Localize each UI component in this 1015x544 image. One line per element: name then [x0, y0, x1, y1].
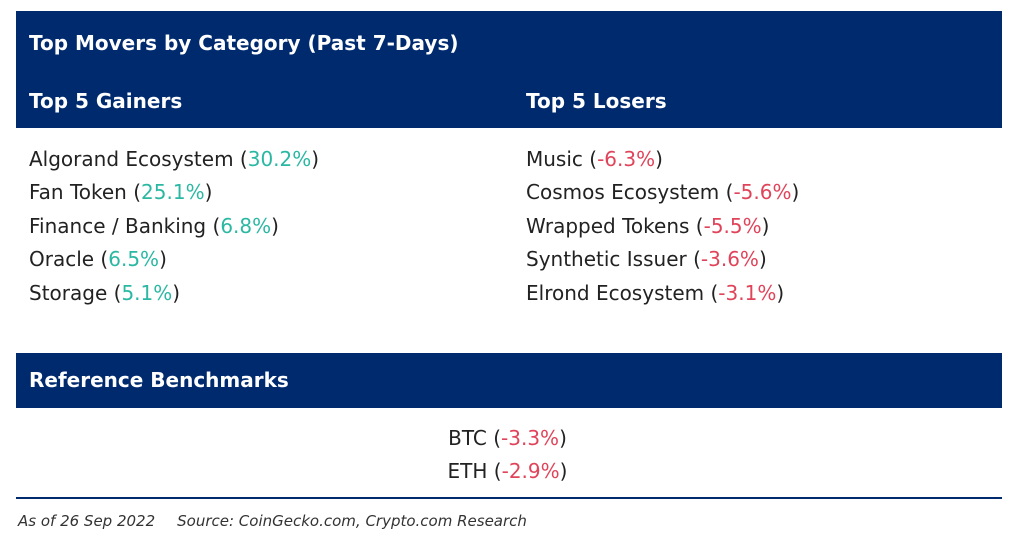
list-item: BTC (-3.3%): [448, 426, 567, 450]
change-value: -2.9%: [501, 459, 560, 484]
category-name: Storage: [29, 280, 108, 305]
list-item: Oracle (6.5%): [29, 247, 167, 272]
category-name: Synthetic Issuer: [526, 247, 687, 272]
change-value: -3.6%: [700, 247, 759, 272]
list-item: Algorand Ecosystem (30.2%): [29, 147, 320, 171]
change-value: 30.2%: [247, 147, 312, 171]
list-item: Cosmos Ecosystem (-5.6%): [526, 180, 800, 205]
list-item: Wrapped Tokens (-5.5%): [526, 213, 770, 238]
change-value: -5.5%: [703, 213, 762, 238]
change-value: 6.8%: [220, 213, 272, 238]
change-value: 5.1%: [121, 280, 173, 305]
benchmarks-title: Reference Benchmarks: [29, 368, 289, 392]
category-name: Fan Token: [29, 180, 127, 205]
list-item: Fan Token (25.1%): [29, 180, 213, 205]
category-name: Elrond Ecosystem: [526, 280, 705, 305]
top-movers-header: Top Movers by Category (Past 7-Days) Top…: [16, 11, 1002, 128]
footer-note: As of 26 Sep 2022 Source: CoinGecko.com, …: [18, 512, 527, 530]
benchmarks-header: Reference Benchmarks: [16, 353, 1002, 408]
list-item: ETH (-2.9%): [447, 459, 568, 484]
category-name: Music: [526, 147, 583, 171]
category-name: Finance / Banking: [29, 213, 207, 238]
list-item: Finance / Banking (6.8%): [29, 213, 279, 238]
category-name: Wrapped Tokens: [526, 213, 690, 238]
gainers-list: Algorand Ecosystem (30.2%) Fan Token (25…: [29, 143, 319, 310]
change-value: -5.6%: [733, 180, 792, 205]
source-credit: Source: CoinGecko.com, Crypto.com Resear…: [177, 512, 527, 530]
losers-heading: Top 5 Losers: [526, 89, 667, 113]
category-name: Oracle: [29, 247, 95, 272]
page-title: Top Movers by Category (Past 7-Days): [29, 31, 459, 55]
benchmark-name: BTC: [448, 426, 487, 450]
as-of-date: As of 26 Sep 2022: [18, 512, 156, 530]
benchmark-name: ETH: [447, 459, 488, 484]
footer-divider: [16, 497, 1002, 499]
change-value: 25.1%: [141, 180, 205, 205]
list-item: Music (-6.3%): [526, 147, 663, 171]
change-value: 6.5%: [108, 247, 160, 272]
category-name: Algorand Ecosystem: [29, 147, 234, 171]
list-item: Elrond Ecosystem (-3.1%): [526, 280, 785, 305]
change-value: -3.3%: [501, 426, 560, 450]
benchmarks-list: BTC (-3.3%) ETH (-2.9%): [0, 422, 1015, 489]
category-name: Cosmos Ecosystem: [526, 180, 720, 205]
change-value: -3.1%: [718, 280, 777, 305]
change-value: -6.3%: [597, 147, 656, 171]
list-item: Synthetic Issuer (-3.6%): [526, 247, 767, 272]
gainers-heading: Top 5 Gainers: [29, 89, 183, 113]
losers-list: Music (-6.3%) Cosmos Ecosystem (-5.6%) W…: [526, 143, 799, 310]
list-item: Storage (5.1%): [29, 280, 181, 305]
